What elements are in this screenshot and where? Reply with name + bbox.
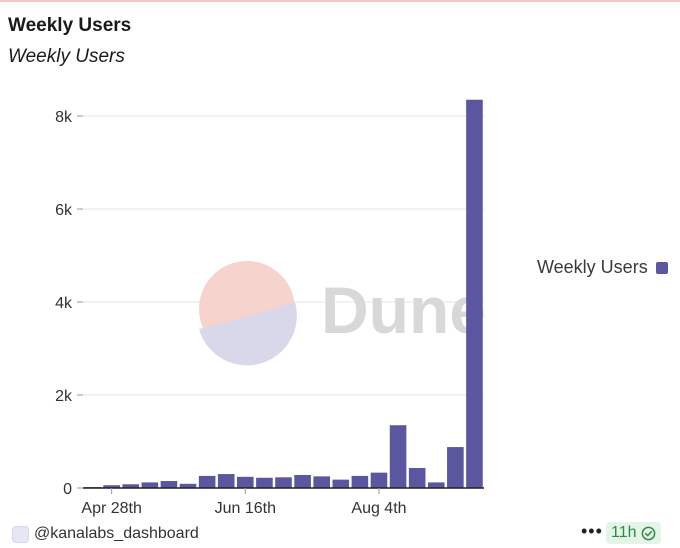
x-tick-label: Jun 16th: [215, 500, 276, 517]
y-tick-label: 4k: [55, 295, 73, 312]
y-tick-label: 8k: [55, 109, 73, 126]
chart-title: Weekly Users: [8, 15, 132, 36]
bar[interactable]: [389, 425, 407, 488]
x-axis-ticks: Apr 28th Jun 16th Aug 4th: [81, 488, 407, 517]
check-circle-icon: [641, 526, 655, 540]
bar[interactable]: [427, 482, 445, 488]
footer: @kanalabs_dashboard ••• 11h: [0, 520, 680, 548]
dune-logo-bottom-half: [199, 302, 297, 366]
y-tick-label: 0: [63, 481, 72, 498]
more-options-icon[interactable]: •••: [581, 521, 603, 541]
bar[interactable]: [256, 477, 273, 488]
top-rule: [0, 0, 680, 2]
freshness-badge[interactable]: 11h: [606, 522, 661, 544]
bar[interactable]: [332, 479, 350, 488]
bar-chart: Dune 0 2k 4k 6k 8k Apr 28th Jun 16th Aug 4th: [55, 99, 486, 517]
bar[interactable]: [160, 481, 178, 488]
bar[interactable]: [313, 476, 330, 489]
bar[interactable]: [408, 468, 426, 488]
legend[interactable]: Weekly Users: [537, 257, 668, 278]
x-tick-label: Apr 28th: [81, 500, 141, 517]
bar[interactable]: [237, 476, 254, 488]
x-tick-label: Aug 4th: [351, 500, 406, 517]
y-tick-label: 6k: [55, 202, 73, 219]
dune-watermark: Dune: [199, 261, 486, 366]
user-avatar-icon[interactable]: [12, 526, 29, 543]
legend-label: Weekly Users: [537, 257, 648, 277]
bar[interactable]: [103, 485, 120, 488]
bar[interactable]: [275, 477, 292, 488]
bar[interactable]: [351, 475, 369, 488]
y-axis-ticks: 0 2k 4k 6k 8k: [55, 109, 83, 498]
bar[interactable]: [466, 99, 483, 488]
dune-watermark-text: Dune: [321, 273, 486, 347]
legend-swatch: [655, 261, 668, 274]
bar[interactable]: [198, 475, 216, 488]
freshness-label: 11h: [611, 524, 637, 541]
footer-username[interactable]: @kanalabs_dashboard: [34, 525, 199, 542]
bar[interactable]: [217, 474, 235, 488]
bars: [84, 99, 483, 489]
y-tick-label: 2k: [55, 388, 73, 405]
bar[interactable]: [179, 483, 197, 488]
chart-subtitle: Weekly Users: [8, 46, 125, 67]
gridlines: [83, 115, 484, 396]
bar[interactable]: [370, 472, 388, 488]
bar[interactable]: [141, 482, 159, 488]
bar[interactable]: [294, 474, 311, 488]
bar[interactable]: [122, 484, 140, 488]
bar[interactable]: [447, 447, 464, 488]
